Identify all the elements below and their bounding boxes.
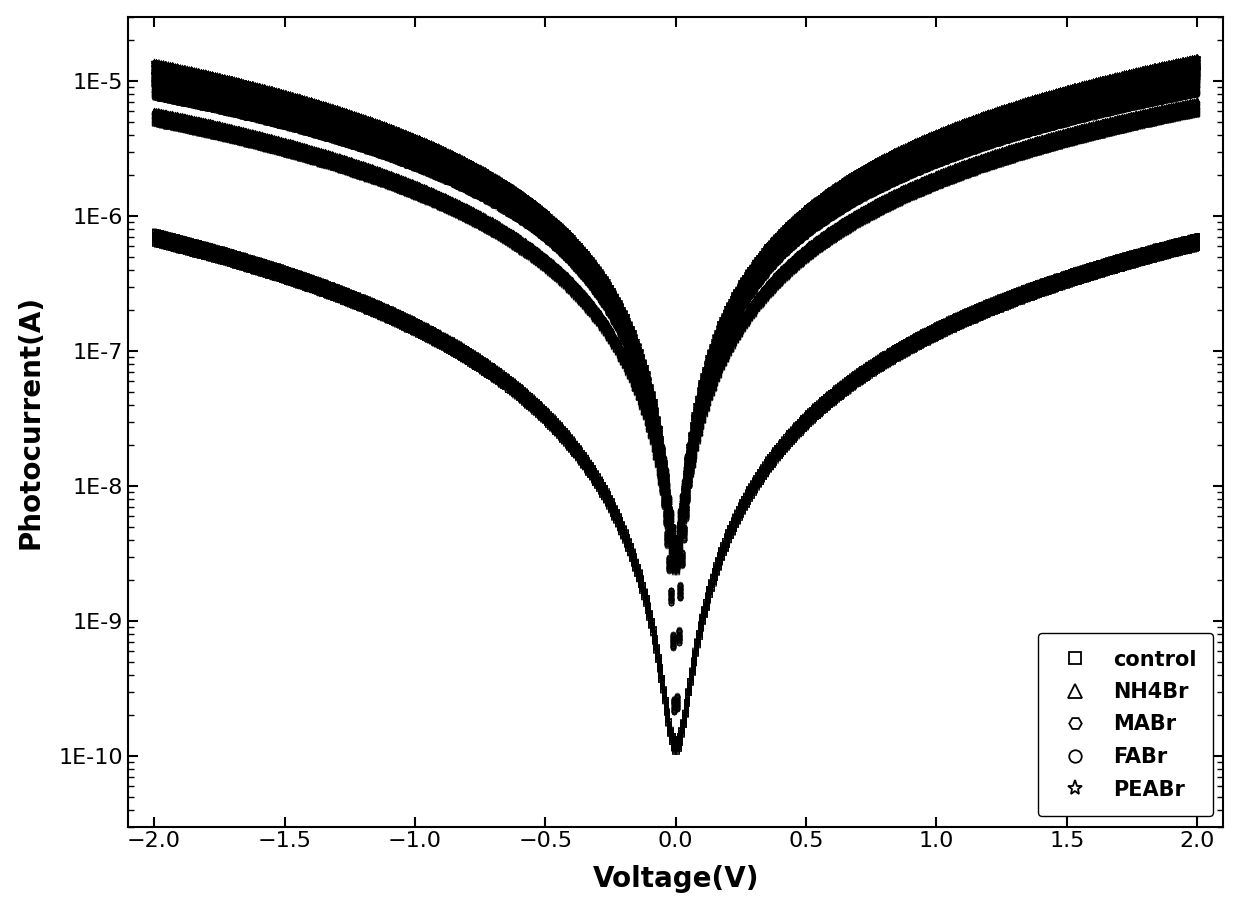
Y-axis label: Photocurrent(A): Photocurrent(A) [16,295,45,549]
Legend: control, NH4Br, MABr, FABr, PEABr: control, NH4Br, MABr, FABr, PEABr [1038,632,1213,816]
X-axis label: Voltage(V): Voltage(V) [593,865,759,894]
